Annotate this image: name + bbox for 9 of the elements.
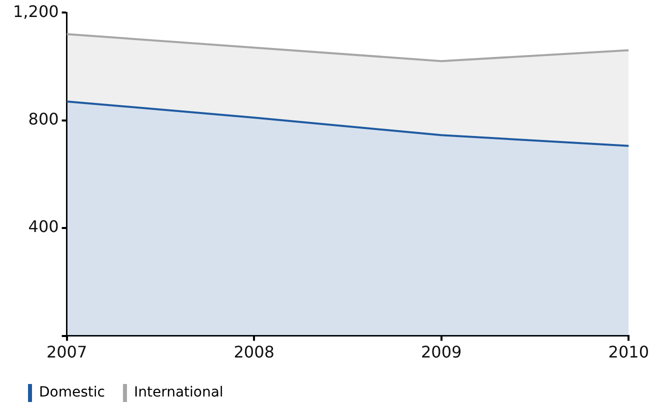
x-tick-label: 2010 <box>608 342 649 362</box>
x-tick-label: 2009 <box>421 342 462 362</box>
y-tick-label: 1,200 <box>12 2 59 21</box>
x-tick-label: 2008 <box>234 342 274 362</box>
x-tick-label: 2007 <box>46 342 88 362</box>
legend-label: Domestic <box>39 384 105 401</box>
y-tick-label: 400 <box>28 217 59 236</box>
y-tick-label: 800 <box>28 109 59 128</box>
legend-label: International <box>134 384 224 401</box>
